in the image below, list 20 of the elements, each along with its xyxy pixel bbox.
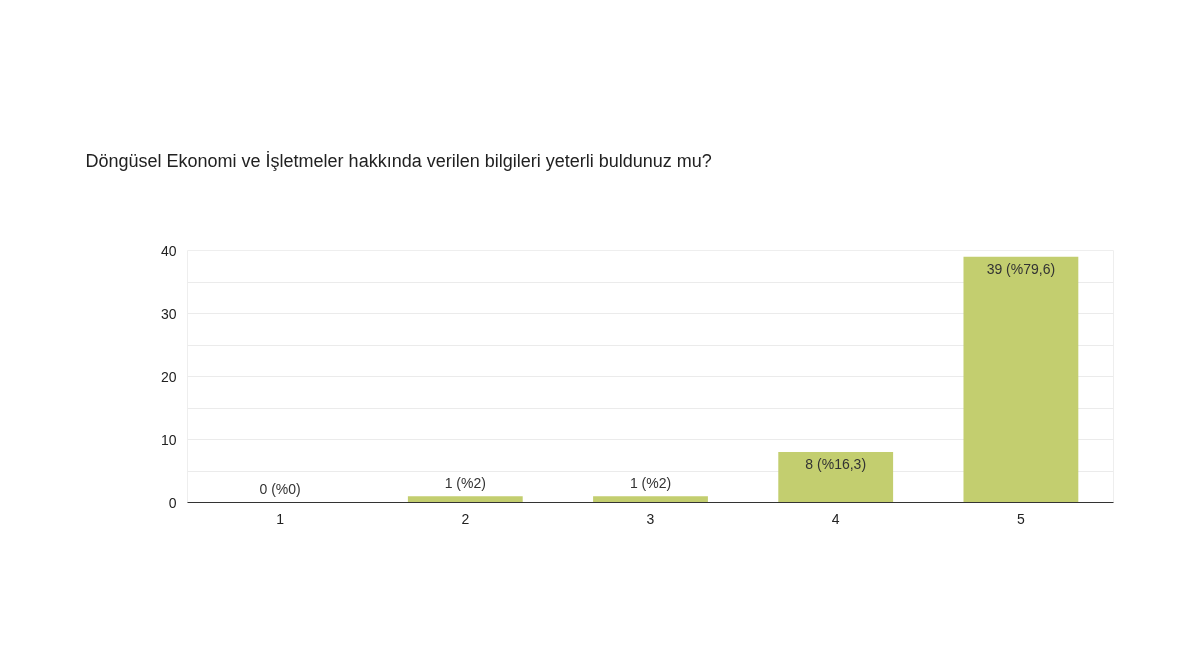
data-label: 39 (%79,6) — [986, 260, 1056, 277]
bar — [593, 496, 708, 503]
bar — [963, 256, 1079, 503]
y-tick-label: 30 — [160, 305, 177, 322]
y-tick-label: 40 — [160, 242, 177, 259]
data-label: 1 (%2) — [444, 475, 486, 492]
x-tick-label: 5 — [1017, 510, 1026, 527]
bar — [407, 496, 523, 503]
chart-title: Döngüsel Ekonomi ve İşletmeler hakkında verilen bilgileri yeterli buldunuz mu? — [85, 150, 712, 171]
x-tick-label: 3 — [646, 510, 655, 527]
y-tick-label: 20 — [160, 368, 177, 385]
y-tick-label: 10 — [160, 431, 177, 448]
x-tick-label: 1 — [276, 510, 285, 527]
data-label: 1 (%2) — [629, 475, 672, 492]
x-tick-label: 2 — [461, 510, 470, 527]
bar — [778, 452, 894, 503]
data-label: 8 (%16,3) — [805, 456, 867, 473]
data-label: 0 (%0) — [259, 481, 301, 498]
x-tick-label: 4 — [831, 510, 840, 527]
y-tick-label: 0 — [168, 494, 177, 511]
